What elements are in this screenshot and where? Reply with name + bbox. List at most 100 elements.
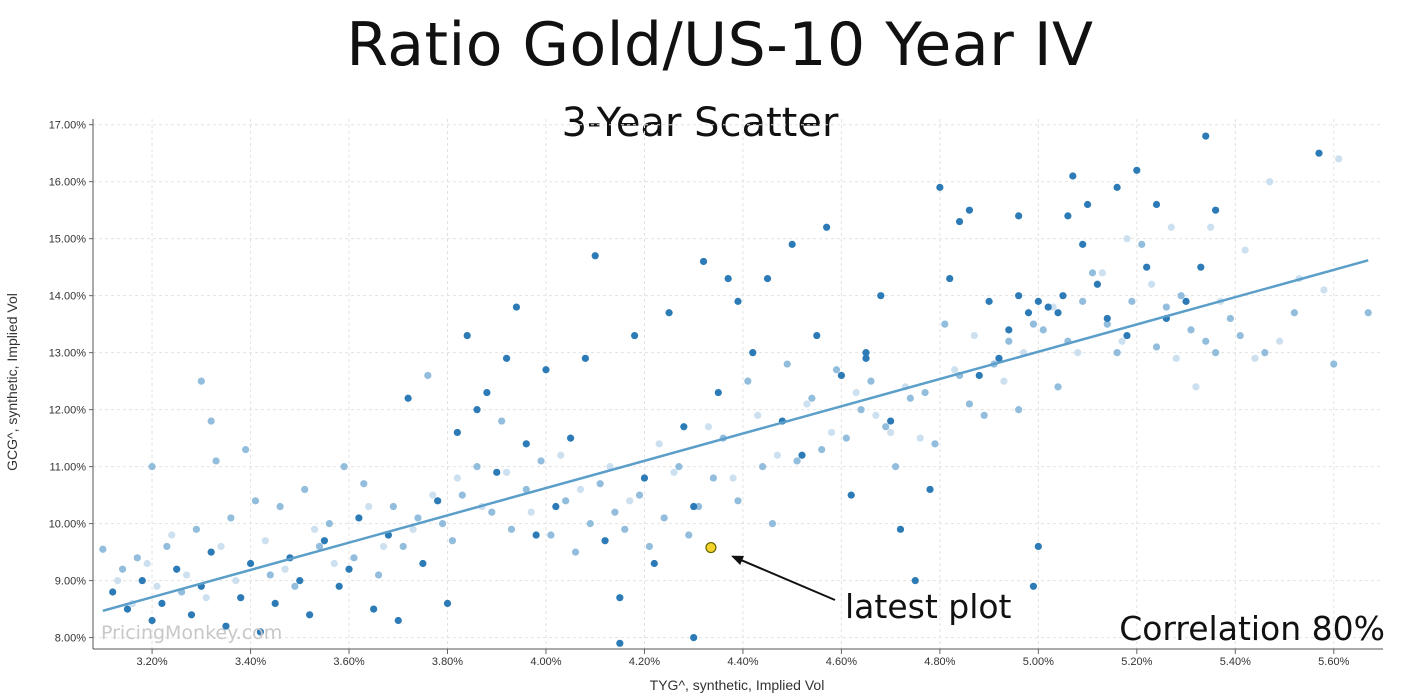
scatter-point (1034, 542, 1042, 551)
scatter-point (650, 559, 658, 568)
scatter-point (827, 428, 836, 437)
scatter-point (606, 463, 614, 471)
scatter-point (1029, 320, 1038, 328)
scatter-point (1172, 354, 1180, 362)
gridlines (93, 119, 1383, 649)
scatter-point (1147, 280, 1156, 288)
scatter-point (571, 548, 580, 556)
x-tick-label: 5.00% (1023, 656, 1054, 668)
y-tick-label: 10.00% (49, 519, 87, 531)
scatter-point (980, 411, 988, 419)
scatter-point (714, 388, 722, 397)
scatter-point (832, 366, 841, 374)
scatter-point (808, 394, 816, 402)
scatter-point (709, 474, 717, 482)
scatter-point (891, 463, 900, 471)
scatter-point (114, 577, 122, 585)
data-points (99, 132, 1372, 647)
scatter-point (163, 542, 171, 551)
scatter-point (1029, 582, 1038, 590)
scatter-point (389, 502, 397, 511)
scatter-point (261, 537, 269, 545)
scatter-point (965, 400, 974, 408)
scatter-point (882, 423, 890, 431)
scatter-point (168, 531, 176, 539)
watermark: PricingMonkey.com (101, 622, 282, 644)
scatter-point (1197, 263, 1205, 271)
y-tick-label: 12.00% (49, 405, 87, 417)
scatter-point (1202, 132, 1210, 140)
scatter-point (887, 417, 895, 425)
x-tick-label: 5.40% (1220, 656, 1251, 668)
scatter-point (1276, 337, 1284, 345)
scatter-point (419, 559, 427, 568)
scatter-point (153, 582, 161, 590)
scatter-point (335, 582, 343, 590)
scatter-point (315, 542, 324, 551)
x-tick-label: 3.40% (235, 656, 266, 668)
scatter-point (266, 571, 274, 579)
scatter-point (306, 611, 314, 619)
scatter-point (1059, 292, 1067, 300)
x-tick-label: 4.60% (826, 656, 857, 668)
scatter-point (1192, 383, 1200, 391)
scatter-point (941, 320, 949, 328)
scatter-point (182, 571, 191, 579)
scatter-point (547, 531, 555, 539)
scatter-point (242, 445, 250, 454)
scatter-point (970, 331, 978, 340)
correlation-label: Correlation 80% (1119, 609, 1385, 648)
scatter-point (906, 394, 914, 402)
scatter-point (1261, 349, 1269, 357)
annotation-arrow (731, 555, 836, 601)
x-tick-label: 3.20% (136, 656, 167, 668)
scatter-point (1162, 303, 1170, 311)
y-tick-label: 15.00% (49, 234, 87, 246)
scatter-point (1088, 269, 1097, 277)
scatter-point (695, 502, 703, 511)
scatter-point (645, 542, 653, 551)
scatter-point (877, 292, 885, 300)
scatter-point (867, 377, 875, 385)
scatter-point (749, 349, 757, 357)
scatter-point (690, 502, 698, 511)
scatter-point (729, 474, 737, 482)
axes (89, 119, 1383, 654)
y-tick-label: 13.00% (49, 348, 87, 360)
scatter-point (222, 622, 230, 630)
scatter-point (680, 423, 688, 431)
scatter-point (365, 502, 373, 511)
scatter-point (1049, 303, 1057, 311)
scatter-point (626, 497, 634, 505)
scatter-point (202, 594, 210, 602)
scatter-point (463, 331, 471, 340)
scatter-point (429, 491, 437, 499)
scatter-point (473, 463, 481, 471)
x-tick-label: 4.20% (629, 656, 660, 668)
scatter-point (522, 485, 530, 494)
scatter-point (955, 217, 964, 226)
scatter-point (187, 611, 196, 619)
scatter-point (1054, 383, 1062, 391)
scatter-point (1118, 337, 1126, 345)
y-tick-label: 14.00% (49, 291, 87, 303)
chart-title: Ratio Gold/US-10 Year IV (346, 10, 1094, 80)
scatter-point (621, 525, 629, 533)
scatter-point (320, 537, 329, 545)
scatter-point (133, 554, 141, 562)
scatter-point (1044, 303, 1052, 311)
scatter-point (1079, 240, 1087, 248)
scatter-point (754, 411, 762, 419)
scatter-point (1034, 297, 1042, 305)
scatter-point (1241, 246, 1249, 254)
scatter-point (1187, 326, 1195, 334)
scatter-point (207, 417, 215, 425)
scatter-point (1103, 320, 1111, 328)
scatter-point (379, 542, 388, 551)
chart-subtitle: 3-Year Scatter (561, 100, 839, 146)
scatter-point (251, 497, 260, 505)
scatter-point (1182, 297, 1190, 305)
scatter-point (350, 554, 358, 562)
scatter-point (911, 577, 919, 585)
scatter-point (601, 537, 609, 545)
